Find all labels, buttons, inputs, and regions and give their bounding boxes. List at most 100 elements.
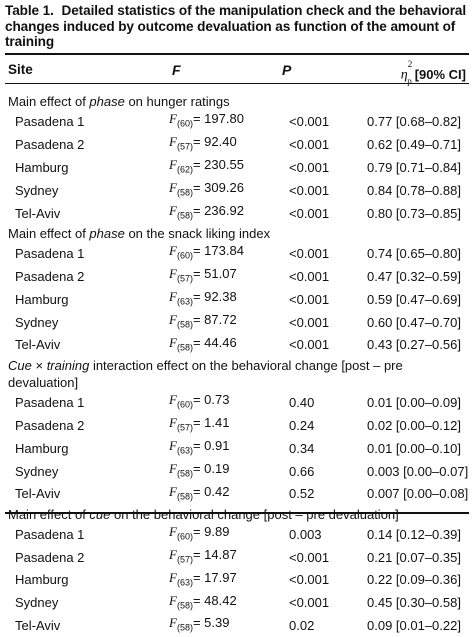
f-df: (57) (176, 422, 193, 433)
f-value: = 9.89 (192, 523, 230, 539)
f-symbol: F (169, 265, 177, 281)
site-cell: Tel-Aviv (15, 337, 61, 353)
f-value: = 0.42 (192, 483, 230, 499)
f-cell: F(60)= 9.89 (169, 523, 289, 546)
header-site: Site (8, 62, 33, 77)
f-value: = 197.80 (192, 111, 244, 127)
effect-size-cell: 0.80 [0.73–0.85] (367, 205, 461, 221)
f-symbol: F (169, 546, 177, 562)
p-cell: 0.02 (289, 618, 315, 634)
f-cell: F(57)= 1.41 (169, 414, 289, 437)
f-value: = 0.73 (192, 392, 230, 408)
table-row: Tel-Aviv F(58)= 0.42 0.52 0.007 [0.00–0.08] (5, 483, 469, 506)
top-rule (5, 53, 469, 55)
table-row: Pasadena 2 F(57)= 92.40 <0.001 0.62 [0.49–0… (5, 133, 469, 156)
f-df: (63) (176, 296, 193, 307)
effect-size-cell: 0.43 [0.27–0.56] (367, 337, 461, 353)
site-cell: Pasadena 1 (15, 245, 85, 261)
p-cell: <0.001 (289, 114, 330, 130)
section-title-emphasis: Cue (8, 357, 32, 373)
site-cell: Pasadena 1 (15, 114, 85, 130)
f-df: (63) (176, 577, 193, 588)
effect-size-cell: 0.60 [0.47–0.70] (367, 314, 461, 330)
effect-size-cell: 0.02 [0.00–0.12] (367, 417, 461, 433)
f-df: (58) (176, 623, 193, 633)
f-df: (58) (176, 491, 193, 502)
section-title-pre: Main effect of (8, 225, 90, 241)
f-symbol: F (169, 288, 177, 304)
p-cell: <0.001 (289, 182, 330, 198)
f-cell: F(57)= 92.40 (169, 133, 289, 156)
header-ci: [90% CI] (414, 66, 466, 82)
f-cell: F(60)= 0.73 (169, 391, 289, 414)
effect-size-cell: 0.007 [0.00–0.08] (367, 486, 469, 502)
f-symbol: F (169, 592, 177, 608)
table-row: Sydney F(58)= 87.72 <0.001 0.60 [0.47–0.70] (5, 311, 469, 334)
effect-size-cell: 0.62 [0.49–0.71] (367, 136, 461, 152)
effect-size-cell: 0.84 [0.78–0.88] (367, 182, 461, 198)
table-row: Sydney F(58)= 0.19 0.66 0.003 [0.00–0.07] (5, 460, 469, 483)
table-row: Hamburg F(63)= 92.38 <0.001 0.59 [0.47–0.69… (5, 288, 469, 311)
section-title-emphasis: phase (89, 94, 125, 109)
section-title-post: on the behavioral change [post – pre dev… (110, 506, 399, 522)
f-cell: F(58)= 5.39 (169, 614, 289, 637)
site-cell: Tel-Aviv (15, 205, 61, 221)
f-symbol: F (169, 202, 177, 218)
f-df: (57) (176, 554, 193, 565)
table-label: Table 1. (5, 3, 54, 18)
f-cell: F(58)= 309.26 (169, 179, 289, 202)
f-df: (58) (176, 468, 193, 479)
p-cell: 0.003 (289, 526, 322, 542)
site-cell: Hamburg (15, 572, 69, 588)
table-figure: Table 1. Detailed statistics of the mani… (5, 3, 469, 633)
header-effect-size: η2 p [90% CI] (346, 59, 466, 86)
eta-superscript: 2 (407, 59, 413, 69)
f-symbol: F (169, 179, 177, 195)
table-row: Tel-Aviv F(58)= 236.92 <0.001 0.80 [0.73–0.… (5, 202, 469, 225)
f-df: (60) (176, 531, 193, 542)
f-cell: F(57)= 51.07 (169, 265, 289, 288)
section-header-row: Main effect of cue on the behavioral cha… (5, 506, 469, 523)
f-df: (57) (176, 273, 193, 284)
effect-size-cell: 0.09 [0.01–0.22] (367, 618, 461, 634)
section-header-row: Main effect of phase on hunger ratings (5, 93, 469, 110)
section-header-row: Main effect of phase on the snack liking… (5, 225, 469, 242)
header-p: P (282, 62, 292, 78)
table-caption-text: Detailed statistics of the manipulation … (5, 3, 467, 49)
f-df: (60) (176, 250, 193, 261)
site-cell: Hamburg (15, 440, 69, 456)
f-value: = 230.55 (192, 157, 244, 173)
effect-size-cell: 0.74 [0.65–0.80] (367, 245, 461, 261)
table-row: Pasadena 1 F(60)= 197.80 <0.001 0.77 [0.68–… (5, 110, 469, 133)
f-symbol: F (169, 392, 177, 408)
p-cell: 0.66 (289, 463, 315, 479)
f-df: (58) (176, 600, 193, 611)
f-cell: F(60)= 197.80 (169, 110, 289, 133)
table-row: Hamburg F(63)= 17.97 <0.001 0.22 [0.09–0.36… (5, 569, 469, 592)
f-cell: F(58)= 0.42 (169, 483, 289, 506)
table-row: Tel-Aviv F(58)= 5.39 0.02 0.09 [0.01–0.22] (5, 614, 469, 637)
f-cell: F(58)= 48.42 (169, 592, 289, 615)
header-f: F (172, 62, 181, 78)
f-value: = 5.39 (192, 615, 230, 631)
site-cell: Sydney (15, 314, 59, 330)
effect-size-cell: 0.77 [0.68–0.82] (367, 114, 461, 130)
f-symbol: F (169, 437, 177, 453)
f-cell: F(58)= 236.92 (169, 202, 289, 225)
f-value: = 0.19 (192, 460, 230, 476)
f-df: (58) (176, 210, 193, 221)
p-cell: <0.001 (289, 245, 330, 261)
p-cell: <0.001 (289, 205, 330, 221)
section-title-emphasis: phase (89, 225, 125, 241)
f-cell: F(63)= 0.91 (169, 437, 289, 460)
table-row: Pasadena 1 F(60)= 9.89 0.003 0.14 [0.12–0.3… (5, 523, 469, 546)
table-row: Hamburg F(63)= 0.91 0.34 0.01 [0.00–0.10] (5, 437, 469, 460)
table-row: Pasadena 1 F(60)= 0.73 0.40 0.01 [0.00–0.09… (5, 391, 469, 414)
effect-size-cell: 0.01 [0.00–0.09] (367, 394, 461, 410)
f-symbol: F (169, 615, 177, 631)
section-title-post: on the snack liking index (124, 225, 271, 241)
site-cell: Pasadena 2 (15, 268, 85, 284)
f-df: (60) (176, 399, 193, 410)
site-cell: Pasadena 1 (15, 394, 85, 410)
table-caption: Table 1. Detailed statistics of the mani… (5, 3, 469, 50)
